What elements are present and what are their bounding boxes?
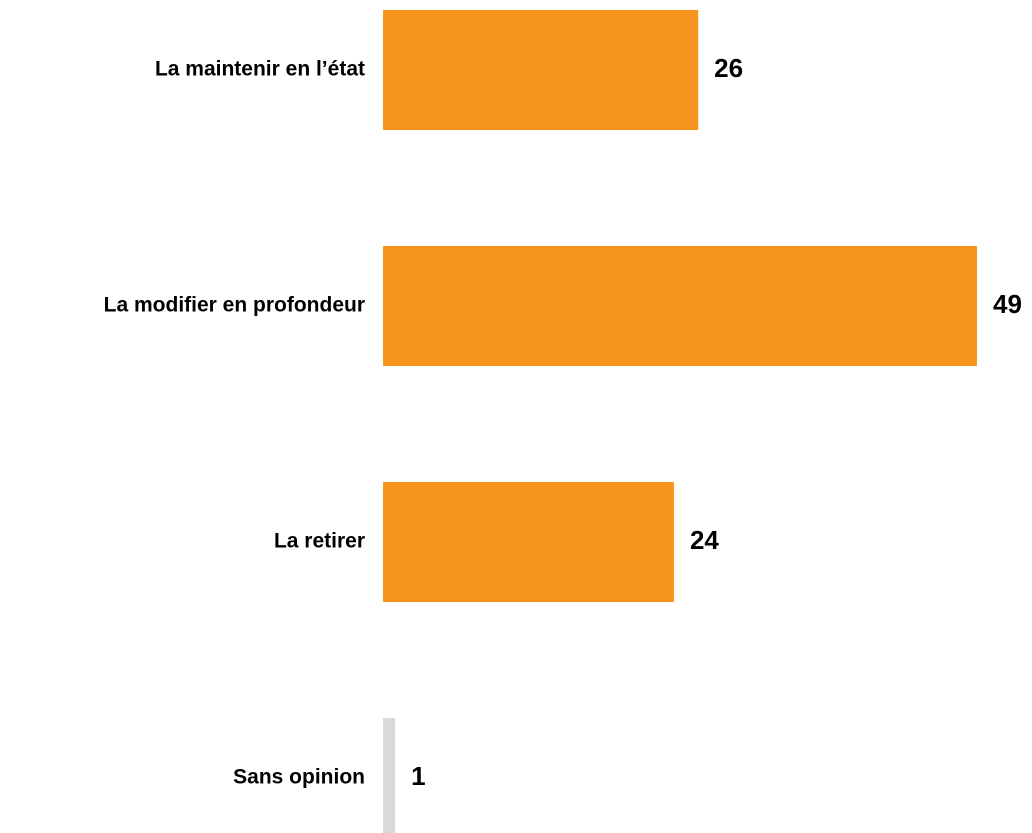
value-label: 49 <box>993 289 1022 319</box>
bar <box>383 246 977 366</box>
value-label: 26 <box>714 53 743 83</box>
category-label: La maintenir en l’état <box>155 58 365 81</box>
value-label: 1 <box>411 761 425 791</box>
bar <box>383 482 674 602</box>
category-label: Sans opinion <box>233 766 365 789</box>
category-label: La modifier en profondeur <box>104 294 365 317</box>
bar <box>383 718 396 833</box>
bar <box>383 10 699 130</box>
value-label: 24 <box>690 525 719 555</box>
category-label: La retirer <box>274 530 365 553</box>
